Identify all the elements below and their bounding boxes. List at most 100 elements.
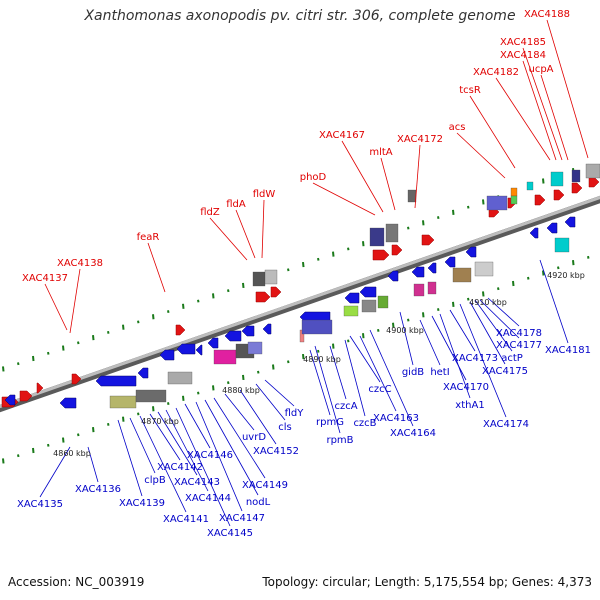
gene-box bbox=[510, 195, 518, 205]
gene-labels: XAC4137 XAC4138 feaR fldZ fldA fldW phoD XAC416… bbox=[17, 9, 591, 539]
tick-upper bbox=[227, 289, 230, 293]
tick-lower bbox=[437, 308, 440, 312]
tick-upper bbox=[182, 303, 185, 309]
tick-lower bbox=[287, 360, 290, 364]
reverse-gene-label: gidB bbox=[402, 367, 424, 378]
forward-gene-label: phoD bbox=[300, 172, 327, 183]
kbp-label: 4860 kbp bbox=[53, 449, 91, 458]
reverse-gene bbox=[59, 397, 77, 409]
tick-lower bbox=[257, 370, 260, 374]
reverse-gene-label: xthA1 bbox=[455, 400, 484, 411]
reverse-gene bbox=[564, 216, 576, 228]
kbp-label: 4920 kbp bbox=[547, 271, 585, 280]
leader-line bbox=[546, 19, 589, 159]
leader-line bbox=[399, 311, 414, 366]
reverse-gene-label: XAC4149 bbox=[242, 480, 288, 491]
reverse-gene-label: actP bbox=[501, 353, 523, 364]
leader-line bbox=[195, 401, 243, 512]
kbp-label: 4900 kbp bbox=[386, 326, 424, 335]
tick-lower bbox=[152, 406, 155, 412]
gene-box bbox=[264, 269, 278, 285]
reverse-gene-label: XAC4177 bbox=[496, 340, 542, 351]
tick-upper bbox=[422, 220, 425, 226]
leader-line bbox=[139, 415, 187, 513]
forward-gene-label: fldZ bbox=[200, 207, 220, 218]
tick-lower bbox=[122, 416, 125, 422]
leader-line bbox=[44, 283, 68, 331]
reverse-gene bbox=[344, 292, 360, 304]
reverse-gene-label: XAC4175 bbox=[482, 366, 528, 377]
tick-lower bbox=[407, 318, 410, 322]
forward-gene-label: mltA bbox=[369, 147, 392, 158]
tick-lower bbox=[107, 422, 110, 426]
leader-line bbox=[184, 403, 211, 449]
gene-box bbox=[413, 283, 425, 297]
forward-gene bbox=[270, 286, 282, 298]
forward-gene bbox=[19, 390, 33, 402]
leader-line bbox=[261, 199, 265, 259]
reverse-gene-label: uvrD bbox=[242, 432, 266, 443]
leader-line bbox=[157, 411, 198, 476]
tick-lower bbox=[272, 364, 275, 370]
tick-lower bbox=[422, 312, 425, 318]
gene-box bbox=[109, 395, 137, 409]
tick-upper bbox=[2, 366, 5, 372]
tick-lower bbox=[482, 291, 485, 297]
tick-lower bbox=[197, 391, 200, 395]
forward-gene bbox=[553, 189, 565, 201]
reverse-gene-label: XAC4147 bbox=[219, 513, 265, 524]
reverse-gene-label: czcB bbox=[353, 418, 376, 429]
tick-upper bbox=[452, 209, 455, 215]
tick-upper bbox=[482, 199, 485, 205]
reverse-gene-label: nodL bbox=[246, 497, 271, 508]
leader-line bbox=[129, 417, 156, 474]
leader-line bbox=[165, 409, 209, 492]
tick-lower bbox=[332, 343, 335, 349]
forward-gene bbox=[391, 244, 403, 256]
backbone-shadow bbox=[0, 195, 600, 413]
forward-gene-label: XAC4137 bbox=[22, 273, 68, 284]
reverse-gene bbox=[159, 349, 175, 361]
tick-lower bbox=[47, 443, 50, 447]
tick-lower bbox=[317, 349, 320, 353]
leader-line bbox=[239, 389, 277, 445]
leader-line bbox=[117, 419, 143, 497]
tick-lower bbox=[392, 322, 395, 328]
forward-gene-label: acs bbox=[449, 122, 466, 133]
tick-upper bbox=[107, 330, 110, 334]
leader-line bbox=[540, 74, 569, 161]
forward-gene bbox=[571, 182, 583, 194]
tick-upper bbox=[92, 335, 95, 341]
leader-line bbox=[474, 299, 513, 352]
reverse-gene bbox=[224, 330, 242, 342]
reverse-gene bbox=[137, 367, 149, 379]
gene-box bbox=[385, 223, 399, 243]
leader-line bbox=[487, 297, 520, 327]
tick-upper bbox=[212, 293, 215, 299]
leader-line bbox=[359, 335, 397, 412]
reverse-gene-label: XAC4152 bbox=[253, 446, 299, 457]
gene-box bbox=[361, 299, 377, 313]
reverse-gene bbox=[95, 375, 137, 387]
gene-box bbox=[585, 163, 600, 179]
tick-lower bbox=[212, 385, 215, 391]
reverse-gene bbox=[387, 270, 399, 282]
gene-box bbox=[474, 261, 494, 277]
tick-upper bbox=[152, 314, 155, 320]
tick-lower bbox=[467, 297, 470, 301]
tick-lower bbox=[497, 287, 500, 291]
leader-line bbox=[439, 313, 471, 399]
reverse-gene-label: XAC4145 bbox=[207, 528, 253, 539]
forward-gene-label: XAC4138 bbox=[57, 258, 103, 269]
tick-lower bbox=[557, 266, 560, 270]
gene-box bbox=[407, 189, 417, 203]
leader-line bbox=[414, 144, 421, 209]
reverse-gene-label: XAC4173 bbox=[452, 353, 498, 364]
leader-line bbox=[204, 399, 259, 496]
forward-gene-label: tcsR bbox=[459, 85, 481, 96]
gene-box bbox=[343, 305, 359, 317]
leader-line bbox=[539, 259, 569, 344]
tick-upper bbox=[347, 247, 350, 251]
tick-upper bbox=[437, 216, 440, 220]
tick-lower bbox=[587, 255, 590, 259]
